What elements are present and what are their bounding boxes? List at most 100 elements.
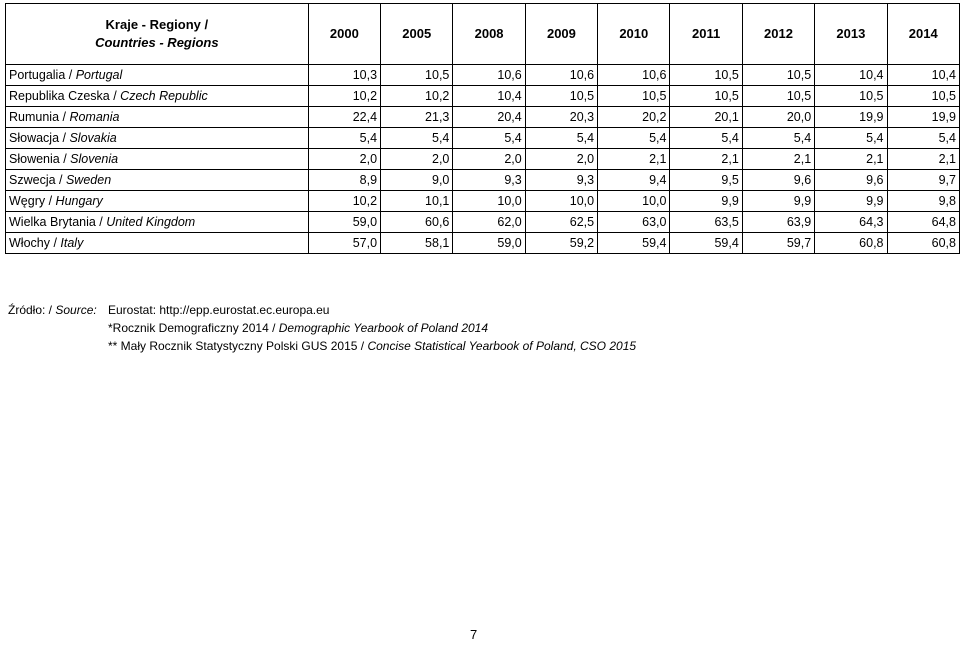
country-name-cell: Włochy / Italy xyxy=(5,232,309,254)
value-cell: 9,7 xyxy=(886,169,960,191)
country-name-polish: Rumunia / xyxy=(9,110,70,124)
country-name-polish: Szwecja / xyxy=(9,173,66,187)
region-header-polish: Kraje - Regiony / xyxy=(105,17,209,32)
country-name-polish: Słowenia / xyxy=(9,152,71,166)
value-cell: 60,8 xyxy=(814,232,888,254)
value-cell: 20,3 xyxy=(524,106,599,128)
country-name-english: United Kingdom xyxy=(106,215,196,229)
country-name-cell: Węgry / Hungary xyxy=(5,190,309,212)
table-row: Rumunia / Romania 22,4 21,3 20,4 20,3 20,2 20,… xyxy=(5,106,960,128)
value-cell: 58,1 xyxy=(380,232,454,254)
country-name-polish: Włochy / xyxy=(9,236,61,250)
value-cell: 10,5 xyxy=(380,64,454,86)
value-cell: 9,9 xyxy=(814,190,888,212)
year-header: 2012 xyxy=(741,3,816,65)
value-cell: 10,1 xyxy=(380,190,454,212)
source-label-english: Source: xyxy=(55,303,97,317)
country-name-english: Italy xyxy=(60,236,84,250)
value-cell: 10,2 xyxy=(307,85,382,107)
value-cell: 5,4 xyxy=(452,127,526,149)
value-cell: 5,4 xyxy=(380,127,454,149)
value-cell: 20,4 xyxy=(452,106,526,128)
value-cell: 10,5 xyxy=(524,85,599,107)
country-name-polish: Portugalia / xyxy=(9,68,76,82)
table-body: Portugalia / Portugal 10,3 10,5 10,6 10,6 10,… xyxy=(5,64,960,254)
value-cell: 10,2 xyxy=(380,85,454,107)
value-cell: 20,1 xyxy=(669,106,743,128)
source-line-concise-yearbook: ** Mały Rocznik Statystyczny Polski GUS … xyxy=(108,337,636,355)
value-cell: 20,2 xyxy=(597,106,671,128)
value-cell: 10,5 xyxy=(741,64,816,86)
table-header-row: Kraje - Regiony / Countries - Regions 20… xyxy=(5,3,960,65)
country-name-polish: Wielka Brytania / xyxy=(9,215,107,229)
country-name-cell: Słowacja / Slovakia xyxy=(5,127,309,149)
value-cell: 2,1 xyxy=(886,148,960,170)
value-cell: 62,0 xyxy=(452,211,526,233)
value-cell: 9,8 xyxy=(886,190,960,212)
value-cell: 63,0 xyxy=(597,211,671,233)
table-row: Włochy / Italy 57,0 58,1 59,0 59,2 59,4 59,4 59… xyxy=(5,232,960,254)
source-line3-polish: ** Mały Rocznik Statystyczny Polski GUS … xyxy=(108,339,368,353)
value-cell: 5,4 xyxy=(814,127,888,149)
value-cell: 59,7 xyxy=(741,232,816,254)
country-name-english: Slovakia xyxy=(69,131,117,145)
value-cell: 9,6 xyxy=(741,169,816,191)
year-header: 2011 xyxy=(669,3,743,65)
value-cell: 20,0 xyxy=(741,106,816,128)
value-cell: 59,4 xyxy=(597,232,671,254)
country-name-english: Hungary xyxy=(55,194,103,208)
country-name-cell: Republika Czeska / Czech Republic xyxy=(5,85,309,107)
value-cell: 10,0 xyxy=(597,190,671,212)
country-name-cell: Wielka Brytania / United Kingdom xyxy=(5,211,309,233)
source-line-demographic-yearbook: *Rocznik Demograficzny 2014 / Demographi… xyxy=(108,319,636,337)
value-cell: 59,0 xyxy=(307,211,382,233)
year-header: 2013 xyxy=(814,3,888,65)
country-name-polish: Węgry / xyxy=(9,194,56,208)
value-cell: 2,0 xyxy=(307,148,382,170)
value-cell: 2,0 xyxy=(524,148,599,170)
value-cell: 57,0 xyxy=(307,232,382,254)
source-lines: Eurostat: http://epp.eurostat.ec.europa.… xyxy=(108,301,636,355)
value-cell: 10,0 xyxy=(452,190,526,212)
country-name-cell: Słowenia / Slovenia xyxy=(5,148,309,170)
value-cell: 19,9 xyxy=(886,106,960,128)
table-row: Republika Czeska / Czech Republic 10,2 10,… xyxy=(5,85,960,107)
value-cell: 64,3 xyxy=(814,211,888,233)
value-cell: 9,9 xyxy=(669,190,743,212)
source-line2-english: Demographic Yearbook of Poland 2014 xyxy=(278,321,489,335)
population-table: Kraje - Regiony / Countries - Regions 20… xyxy=(5,3,960,254)
value-cell: 60,8 xyxy=(886,232,960,254)
value-cell: 64,8 xyxy=(886,211,960,233)
value-cell: 10,5 xyxy=(741,85,816,107)
table-row: Węgry / Hungary 10,2 10,1 10,0 10,0 10,0 9,9 9,… xyxy=(5,190,960,212)
country-name-cell: Rumunia / Romania xyxy=(5,106,309,128)
value-cell: 59,0 xyxy=(452,232,526,254)
year-header: 2005 xyxy=(380,3,454,65)
value-cell: 10,5 xyxy=(814,85,888,107)
country-name-english: Slovenia xyxy=(70,152,119,166)
value-cell: 10,5 xyxy=(886,85,960,107)
value-cell: 9,3 xyxy=(452,169,526,191)
value-cell: 10,3 xyxy=(307,64,382,86)
value-cell: 9,0 xyxy=(380,169,454,191)
country-name-polish: Republika Czeska / xyxy=(9,89,121,103)
country-name-polish: Słowacja / xyxy=(9,131,70,145)
value-cell: 5,4 xyxy=(669,127,743,149)
value-cell: 21,3 xyxy=(380,106,454,128)
source-line3-english: Concise Statistical Yearbook of Poland, … xyxy=(367,339,637,353)
value-cell: 10,0 xyxy=(524,190,599,212)
value-cell: 59,2 xyxy=(524,232,599,254)
value-cell: 2,1 xyxy=(741,148,816,170)
value-cell: 10,5 xyxy=(597,85,671,107)
value-cell: 5,4 xyxy=(307,127,382,149)
source-line-eurostat: Eurostat: http://epp.eurostat.ec.europa.… xyxy=(108,303,330,317)
value-cell: 22,4 xyxy=(307,106,382,128)
value-cell: 2,1 xyxy=(814,148,888,170)
value-cell: 5,4 xyxy=(524,127,599,149)
source-label: Źródło: / Source: xyxy=(8,301,97,319)
table-row: Słowenia / Slovenia 2,0 2,0 2,0 2,0 2,1 2,1 2,1… xyxy=(5,148,960,170)
value-cell: 10,2 xyxy=(307,190,382,212)
value-cell: 9,6 xyxy=(814,169,888,191)
value-cell: 10,4 xyxy=(452,85,526,107)
source-line2-polish: *Rocznik Demograficzny 2014 / xyxy=(108,321,279,335)
